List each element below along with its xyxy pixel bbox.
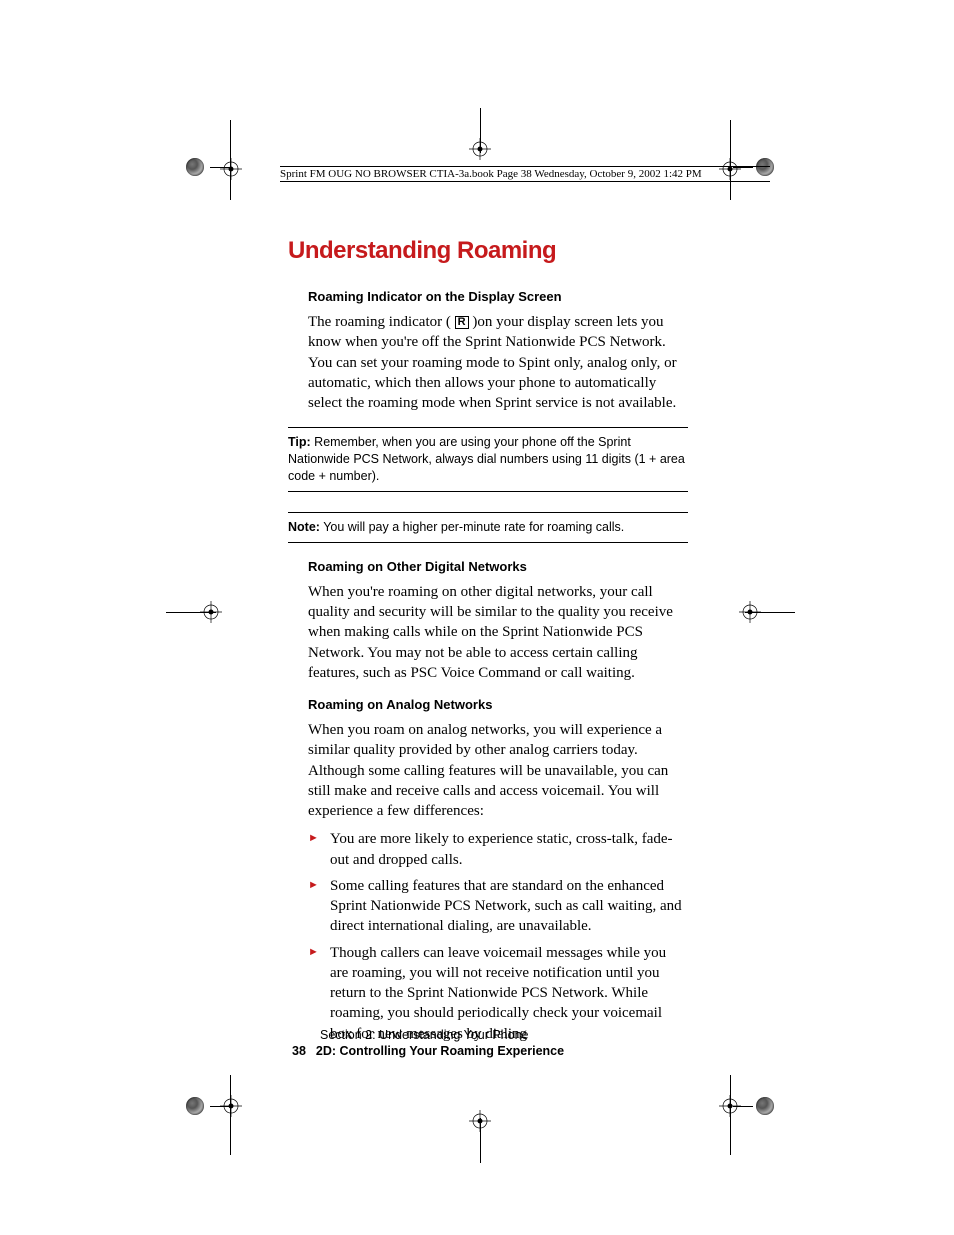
list-item: Some calling features that are standard … xyxy=(308,876,688,937)
footer-section-label: Section 2: Understanding Your Phone xyxy=(320,1028,564,1042)
footer-chapter: 2D: Controlling Your Roaming Experience xyxy=(316,1044,564,1058)
registration-mark-icon xyxy=(719,1095,741,1117)
registration-mark-icon xyxy=(200,601,222,623)
registration-mark-icon xyxy=(469,1110,491,1132)
section-roaming-indicator: Roaming Indicator on the Display Screen … xyxy=(308,289,688,413)
section-analog-networks: Roaming on Analog Networks When you roam… xyxy=(308,697,688,1044)
footer-page-title: 382D: Controlling Your Roaming Experienc… xyxy=(320,1044,564,1058)
page-number: 38 xyxy=(292,1044,306,1058)
section-digital-networks: Roaming on Other Digital Networks When y… xyxy=(308,559,688,683)
callout-body: Remember, when you are using your phone … xyxy=(288,435,685,483)
note-callout: Note: You will pay a higher per-minute r… xyxy=(288,512,688,543)
registration-mark-icon xyxy=(739,601,761,623)
page-header-meta: Sprint FM OUG NO BROWSER CTIA-3a.book Pa… xyxy=(280,166,770,182)
callout-text: Tip: Remember, when you are using your p… xyxy=(288,434,688,485)
bullet-list: You are more likely to experience static… xyxy=(308,829,688,1044)
body-paragraph: The roaming indicator ( R )on your displ… xyxy=(308,312,688,413)
tip-callout: Tip: Remember, when you are using your p… xyxy=(288,427,688,492)
callout-label: Note: xyxy=(288,520,320,534)
page-footer: Section 2: Understanding Your Phone 382D… xyxy=(320,1028,564,1058)
corner-ball-icon xyxy=(186,158,204,176)
registration-mark-icon xyxy=(220,1095,242,1117)
corner-ball-icon xyxy=(186,1097,204,1115)
page-content: Sprint FM OUG NO BROWSER CTIA-3a.book Pa… xyxy=(288,166,688,1050)
roaming-indicator-icon: R xyxy=(455,316,469,329)
page-title: Understanding Roaming xyxy=(288,237,688,265)
list-item: You are more likely to experience static… xyxy=(308,829,688,870)
body-paragraph: When you're roaming on other digital net… xyxy=(308,582,688,683)
body-paragraph: When you roam on analog networks, you wi… xyxy=(308,720,688,821)
callout-text: Note: You will pay a higher per-minute r… xyxy=(288,519,688,536)
body-span: The roaming indicator ( xyxy=(308,314,451,330)
section-heading: Roaming on Other Digital Networks xyxy=(308,559,688,574)
registration-mark-icon xyxy=(469,138,491,160)
section-heading: Roaming Indicator on the Display Screen xyxy=(308,289,688,304)
registration-mark-icon xyxy=(220,158,242,180)
callout-body: You will pay a higher per-minute rate fo… xyxy=(320,520,624,534)
callout-label: Tip: xyxy=(288,435,311,449)
section-heading: Roaming on Analog Networks xyxy=(308,697,688,712)
corner-ball-icon xyxy=(756,1097,774,1115)
